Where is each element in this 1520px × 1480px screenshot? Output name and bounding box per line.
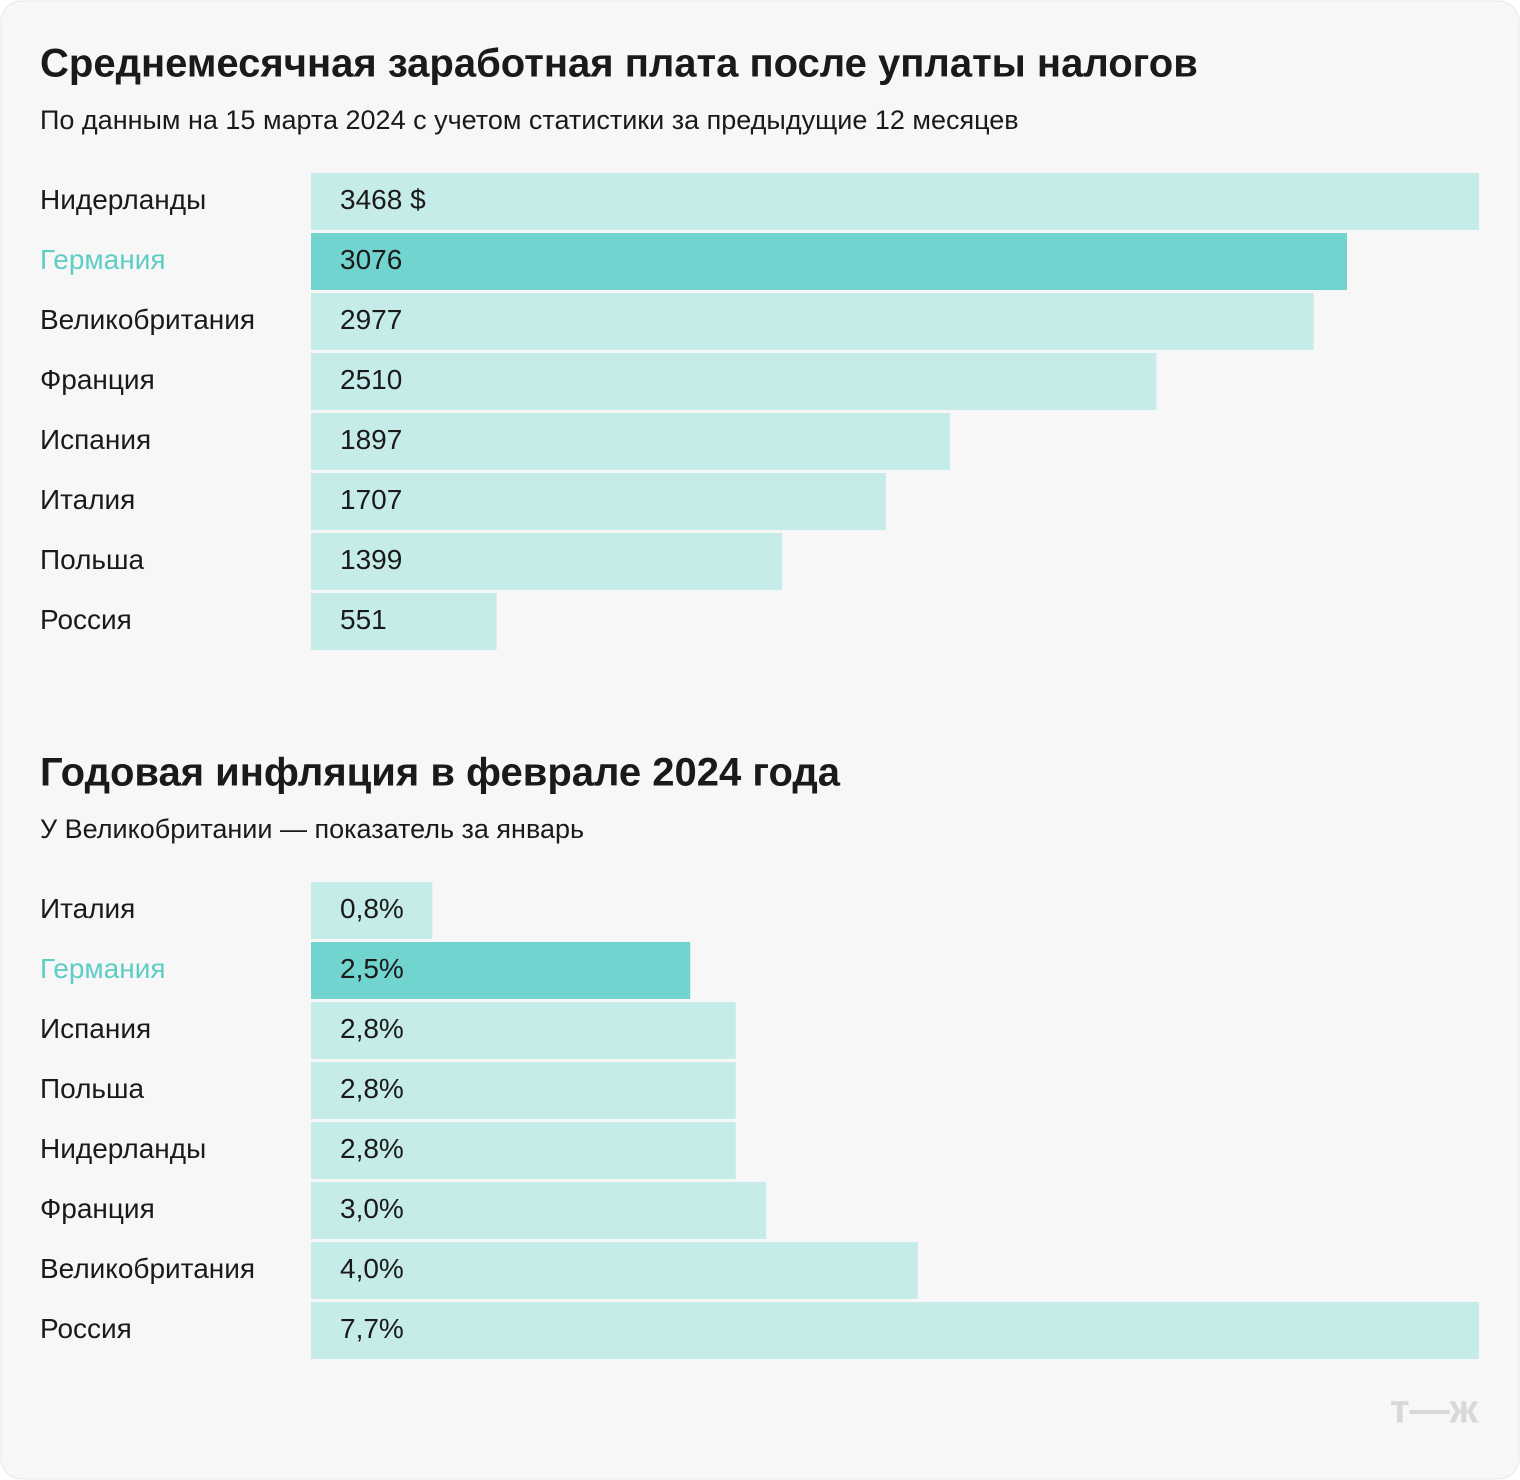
bar <box>311 533 783 590</box>
value-label: 1707 <box>340 484 402 515</box>
category-label: Великобритания <box>40 1253 255 1284</box>
value-label: 0,8% <box>340 893 404 924</box>
value-label: 3,0% <box>340 1193 404 1224</box>
value-label: 2,8% <box>340 1133 404 1164</box>
bar <box>311 942 691 999</box>
category-label: Нидерланды <box>40 1133 206 1164</box>
value-label: 2510 <box>340 364 402 395</box>
bar <box>311 473 886 530</box>
bar <box>311 353 1157 410</box>
category-label: Великобритания <box>40 304 255 335</box>
category-label: Германия <box>40 244 166 275</box>
bar <box>311 1302 1479 1359</box>
bar <box>311 1062 736 1119</box>
value-label: 551 <box>340 604 387 635</box>
value-label: 2,8% <box>340 1073 404 1104</box>
value-label: 7,7% <box>340 1313 404 1344</box>
bar <box>311 1122 736 1179</box>
value-label: 4,0% <box>340 1253 404 1284</box>
category-label: Италия <box>40 484 135 515</box>
category-label: Россия <box>40 1313 132 1344</box>
value-label: 2,8% <box>340 1013 404 1044</box>
value-label: 1399 <box>340 544 402 575</box>
category-label: Испания <box>40 424 151 455</box>
bar <box>311 593 497 650</box>
category-label: Испания <box>40 1013 151 1044</box>
value-label: 1897 <box>340 424 402 455</box>
bar <box>311 882 433 939</box>
value-label: 2977 <box>340 304 402 335</box>
category-label: Франция <box>40 1193 155 1224</box>
bar <box>311 233 1347 290</box>
category-label: Польша <box>40 544 144 575</box>
value-label: 2,5% <box>340 953 404 984</box>
category-label: Нидерланды <box>40 184 206 215</box>
bar <box>311 173 1479 230</box>
bar <box>311 293 1314 350</box>
category-label: Россия <box>40 604 132 635</box>
bar <box>311 1002 736 1059</box>
bar <box>311 1242 918 1299</box>
category-label: Германия <box>40 953 166 984</box>
chart-subtitle: У Великобритании — показатель за январь <box>40 814 584 844</box>
value-label: 3076 <box>340 244 402 275</box>
bar <box>311 413 950 470</box>
value-label: 3468 $ <box>340 184 426 215</box>
bar <box>311 1182 767 1239</box>
chart-title: Годовая инфляция в феврале 2024 года <box>40 751 841 795</box>
category-label: Франция <box>40 364 155 395</box>
chart-subtitle: По данным на 15 марта 2024 с учетом стат… <box>40 105 1019 135</box>
category-label: Италия <box>40 893 135 924</box>
category-label: Польша <box>40 1073 144 1104</box>
logo: т—ж <box>1390 1388 1479 1432</box>
chart-title: Среднемесячная заработная плата после уп… <box>40 42 1198 86</box>
